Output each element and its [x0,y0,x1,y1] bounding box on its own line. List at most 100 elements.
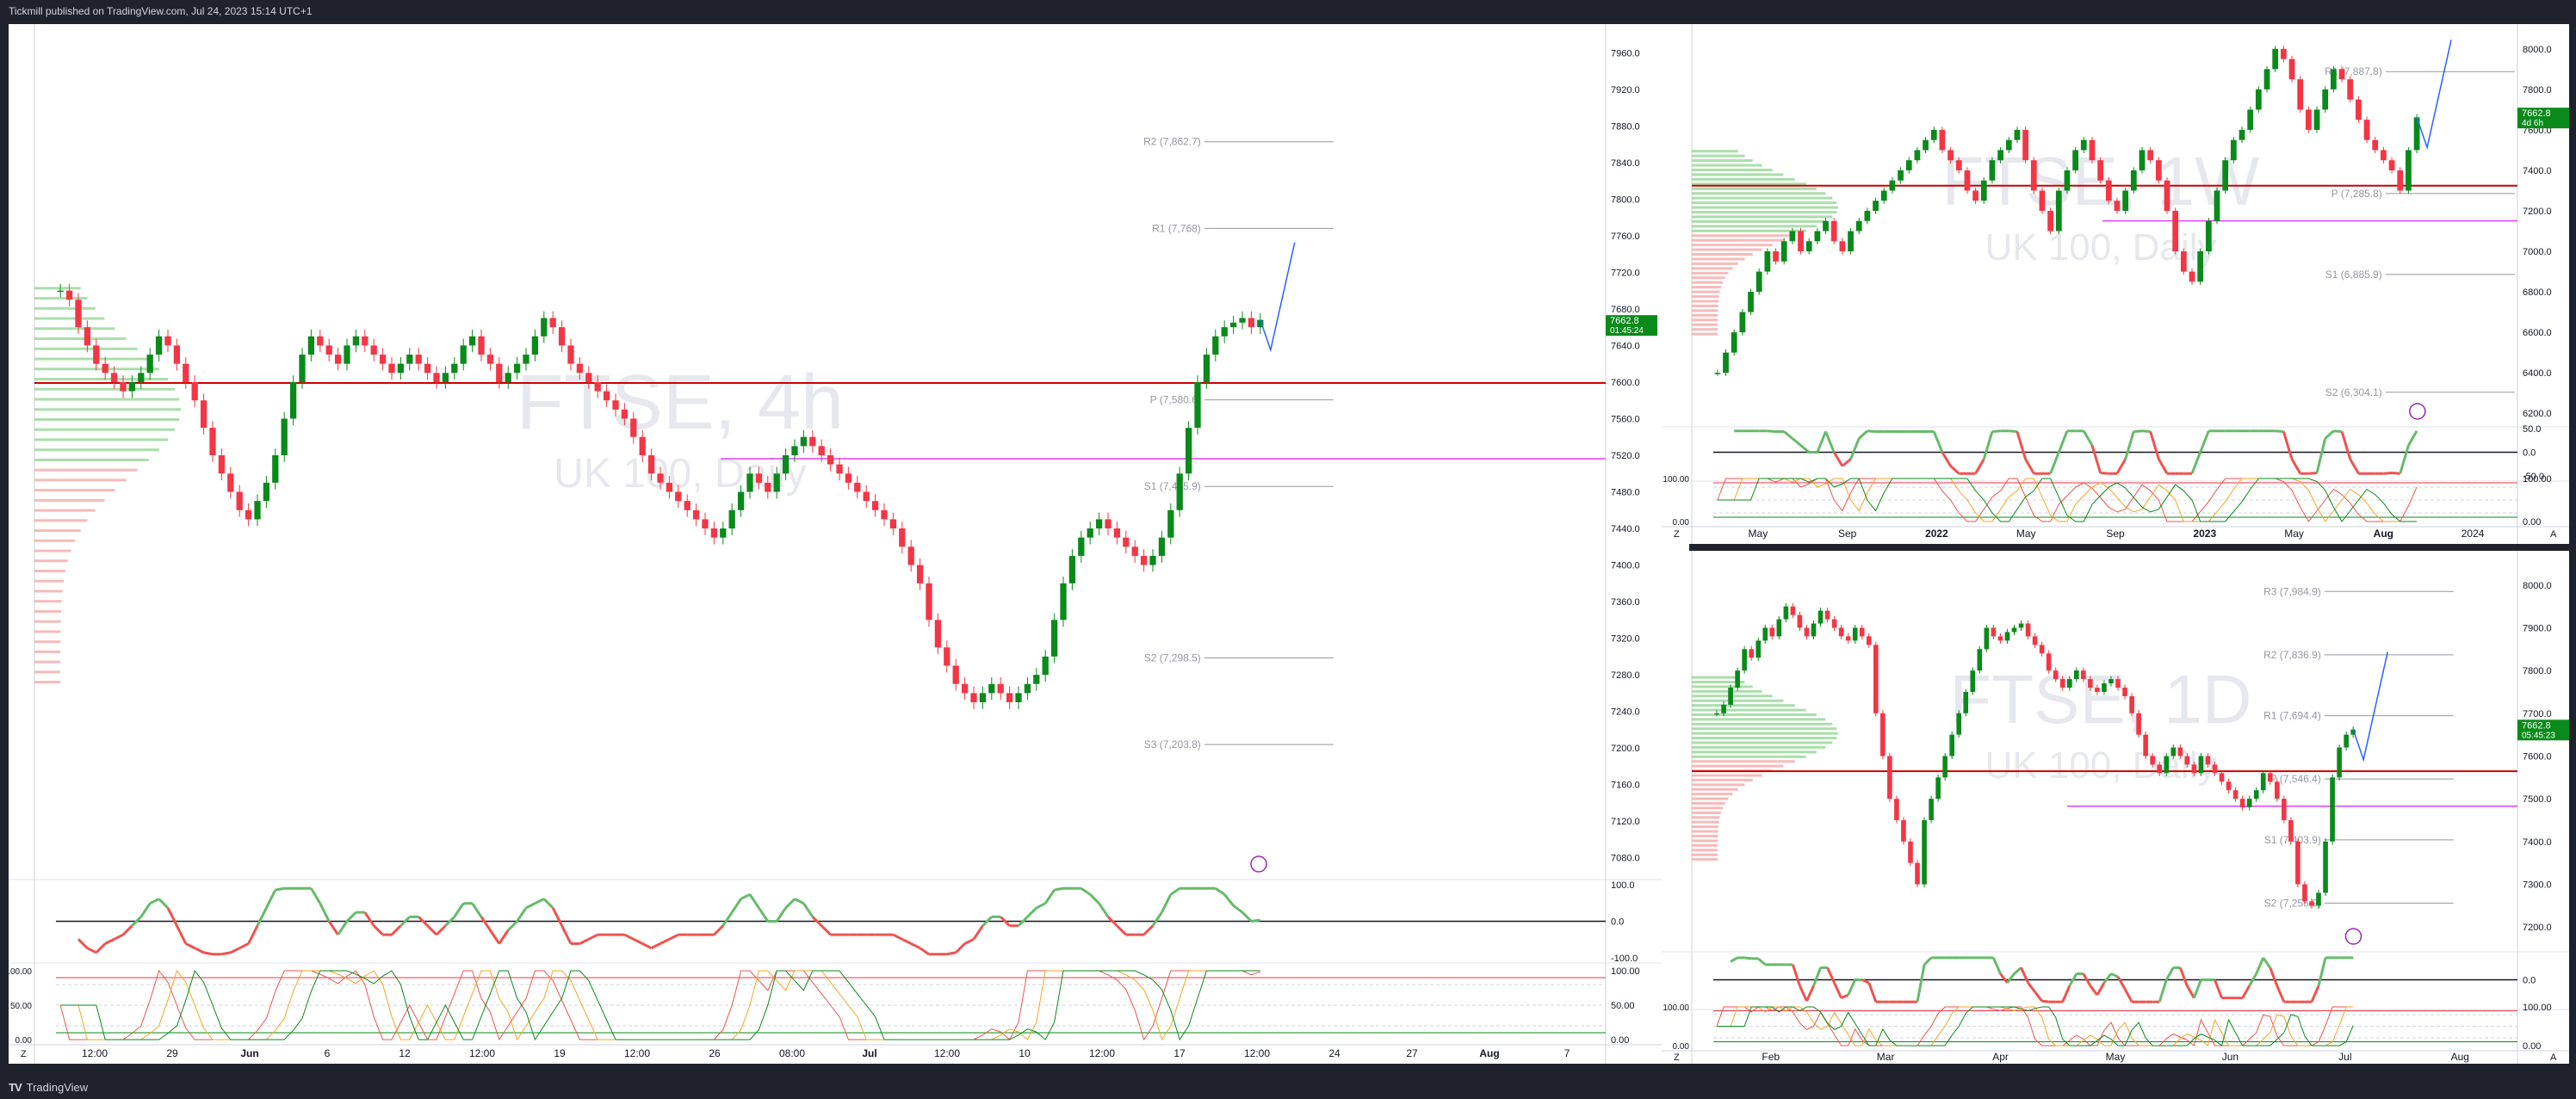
rsi-segment [901,937,912,945]
rsi-segment [121,924,133,936]
brand-name[interactable]: TradingView [26,1081,89,1094]
rsi-segment [1767,429,1776,433]
time-axis-label: Feb [1762,1051,1780,1063]
rsi-segment [95,942,107,954]
rsi-segment [2282,431,2294,460]
price-tick-label: 7720.0 [1611,268,1640,278]
candle-body [1972,190,1978,201]
candle-body [1848,231,1854,252]
rsi-segment [963,937,975,945]
candle-body [907,546,914,565]
candle-body [1898,170,1904,181]
volume-profile-bar [34,539,76,542]
candle-body [603,391,610,401]
candle-body [2267,773,2273,782]
rsi-segment [2276,985,2286,1003]
rsi-segment [748,893,760,909]
volume-profile-bar [34,387,176,391]
price-tick-label: 7760.0 [1611,232,1640,242]
candle-body [1748,292,1754,312]
rsi-segment [1949,465,1960,475]
candle-body [486,355,494,364]
time-axis-label: Jun [240,1047,258,1059]
candle-body [2039,190,2046,212]
watermark-symbol: FTSE, 1D [1949,661,2251,738]
rsi-segment [946,951,957,956]
volume-profile-bar [1692,737,1837,740]
candle-body [236,491,243,510]
time-axis-label: 29 [166,1047,178,1059]
time-axis-label: 12:00 [624,1047,650,1059]
candle-body [2246,799,2252,808]
candle-body [594,381,601,392]
candle-body [379,355,387,364]
rsi-segment [560,925,573,945]
tradingview-logo-icon[interactable]: TV [9,1081,22,1094]
candle-body [1905,160,1912,170]
rsi-segment [77,938,89,949]
time-axis-label: May [1749,528,1768,540]
rsi-segment [2190,451,2202,474]
chart-panel-1w[interactable]: FTSE, 1W UK 100, Daily 8000.0 7800.0 7600.0 7… [1662,24,2569,544]
volume-profile-bar [34,489,115,492]
candle-body [433,373,440,382]
candle-body [1894,799,1899,820]
volume-profile-bar [1692,290,1720,293]
rsi-segment [230,947,240,954]
time-axis-label: May [2106,1051,2126,1063]
watermark-symbol: FTSE, 1W [1942,143,2260,219]
candle-body [1773,251,1779,262]
candle-body [2150,756,2155,765]
chart-panel-1d[interactable]: FTSE, 1D UK 100, Daily 8000.0 7900.0 7800.0 7… [1662,551,2569,1064]
candle-body [65,290,73,300]
candle-body [1811,623,1817,637]
projection-path [2352,651,2388,763]
rsi-segment [1923,956,1933,966]
candle-body [191,381,198,401]
volume-profile-bar [34,317,105,320]
volume-profile-bar [1692,244,1773,247]
candle-body [1873,201,1879,212]
pivot-level-label: R1 (7,768) [1152,222,1201,234]
price-tick-label: 7320.0 [1611,634,1640,645]
volume-profile-bar [1692,806,1723,810]
candle-body [2232,790,2239,800]
rsi-segment [2310,985,2320,1003]
candle-body [2297,79,2304,110]
candle-body [1830,220,1837,242]
candle-body [1997,150,2003,161]
chart-panel-4h[interactable]: FTSE, 4h UK 100, Daily 7960.0 7920.0 7880.0 7… [9,24,1689,1064]
rsi-segment [2315,438,2327,473]
volume-profile-bar [34,640,61,644]
rsi-segment [247,925,259,945]
time-axis-label: Sep [2106,528,2125,540]
rsi-segment [113,933,124,941]
rsi-segment [1858,429,1868,440]
volume-profile-bar [1692,793,1733,796]
candle-body [1984,627,1990,650]
candle-body [2239,799,2245,808]
candle-body [782,455,790,474]
candle-body [1991,627,1997,637]
rsi-segment [2214,979,2223,999]
rsi-segment [1026,906,1037,918]
candle-body [299,355,306,382]
candle-body [1714,713,1719,715]
rsi-segment [1743,956,1752,960]
volume-profile-bar [1692,681,1745,684]
candle-body [657,473,664,483]
candle-body [1735,670,1740,688]
rsi-segment [2275,429,2284,433]
candle-body [2247,109,2254,130]
volume-profile-bar [34,579,64,583]
stoch-left-tick-label: 0.00 [1673,518,1690,528]
candle-body [1929,799,1934,820]
rsi-tick-label: 0.0 [2523,448,2536,459]
rsi-segment [275,886,285,892]
candle-body [2197,251,2204,282]
candle-body [75,299,82,328]
candle-body [1901,819,1906,842]
